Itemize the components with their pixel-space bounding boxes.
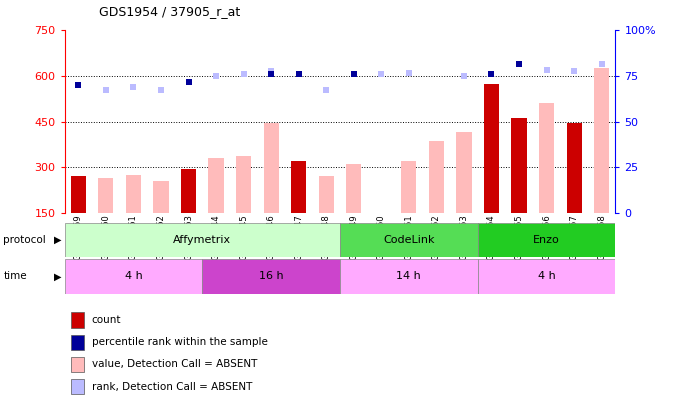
Text: ▶: ▶	[54, 235, 62, 245]
Text: count: count	[92, 315, 121, 325]
Text: Affymetrix: Affymetrix	[173, 235, 231, 245]
Text: ▶: ▶	[54, 271, 62, 281]
Bar	[99, 178, 114, 213]
Bar	[477, 259, 615, 294]
Bar	[484, 83, 499, 213]
Bar	[539, 103, 554, 213]
Text: value, Detection Call = ABSENT: value, Detection Call = ABSENT	[92, 360, 257, 369]
Bar	[291, 161, 306, 213]
Text: CodeLink: CodeLink	[383, 235, 435, 245]
Bar	[346, 164, 361, 213]
Text: protocol: protocol	[3, 235, 46, 245]
Text: rank, Detection Call = ABSENT: rank, Detection Call = ABSENT	[92, 382, 252, 392]
Bar	[65, 223, 340, 257]
Bar	[511, 118, 526, 213]
Text: time: time	[3, 271, 27, 281]
Bar	[126, 175, 141, 213]
Bar	[477, 223, 615, 257]
Bar	[203, 259, 340, 294]
Text: 16 h: 16 h	[259, 271, 284, 281]
Bar	[154, 181, 169, 213]
Bar	[429, 141, 444, 213]
Text: percentile rank within the sample: percentile rank within the sample	[92, 337, 268, 347]
Bar	[566, 123, 581, 213]
Text: 4 h: 4 h	[124, 271, 142, 281]
Bar	[319, 176, 334, 213]
Bar	[401, 161, 416, 213]
Bar	[236, 156, 251, 213]
Text: 4 h: 4 h	[538, 271, 556, 281]
Bar	[340, 259, 477, 294]
Bar	[340, 223, 477, 257]
Bar	[71, 176, 86, 213]
Bar	[209, 158, 224, 213]
Text: 14 h: 14 h	[396, 271, 421, 281]
Bar	[456, 132, 471, 213]
Bar	[594, 68, 609, 213]
Bar	[264, 123, 279, 213]
Bar	[65, 259, 203, 294]
Text: Enzo: Enzo	[533, 235, 560, 245]
Text: GDS1954 / 37905_r_at: GDS1954 / 37905_r_at	[99, 5, 240, 18]
Bar	[181, 168, 196, 213]
